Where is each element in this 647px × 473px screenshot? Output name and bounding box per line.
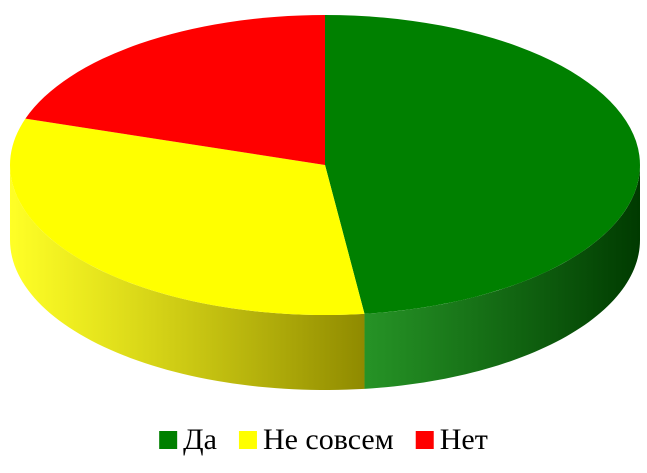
- slice: [325, 15, 641, 314]
- slice: [25, 15, 325, 165]
- legend-label: Не совсем: [263, 423, 394, 456]
- slice-side: [364, 165, 640, 389]
- slice-side: [10, 165, 365, 390]
- legend-swatch: [415, 431, 434, 449]
- legend-swatch: [159, 431, 178, 449]
- legend-label: Нет: [440, 423, 488, 456]
- pie: [9, 15, 641, 390]
- legend-label: Да: [183, 423, 217, 456]
- legend-swatch: [238, 431, 257, 449]
- legend: Да Не совсем Нет: [159, 423, 488, 456]
- slice: [9, 118, 365, 315]
